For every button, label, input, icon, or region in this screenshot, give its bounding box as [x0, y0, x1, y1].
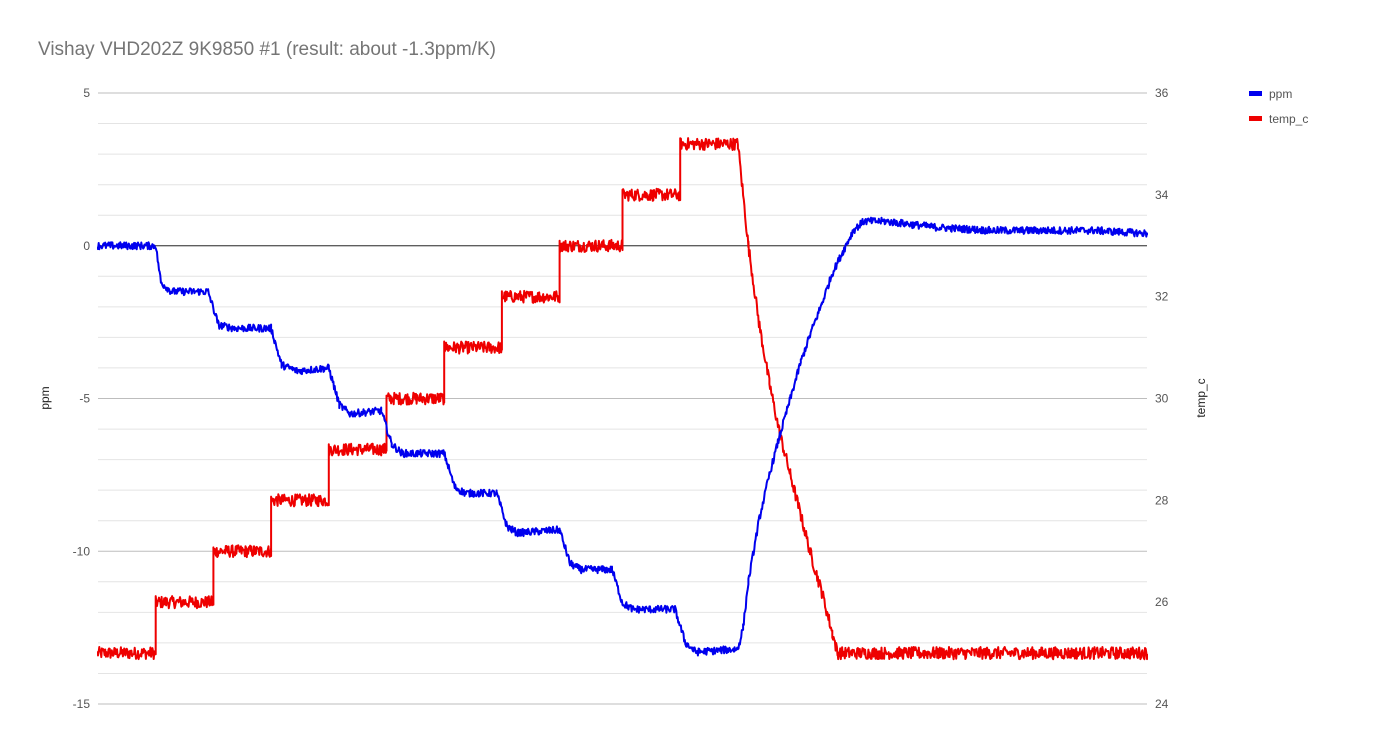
- right-tick-label: 34: [1155, 188, 1169, 202]
- legend: ppm temp_c: [1249, 87, 1308, 126]
- right-tick-label: 32: [1155, 290, 1169, 304]
- left-tick-label: -10: [73, 544, 91, 558]
- grid: [98, 92, 1147, 705]
- legend-swatch-ppm: [1249, 91, 1262, 96]
- left-tick-label: 0: [83, 239, 90, 253]
- right-tick-label: 26: [1155, 595, 1169, 609]
- legend-label-temp_c: temp_c: [1269, 112, 1308, 126]
- series-layer: [97, 137, 1148, 661]
- right-tick-label: 30: [1155, 392, 1169, 406]
- left-axis-ticks: 5 0 -5 -10 -15: [73, 86, 91, 711]
- right-tick-label: 36: [1155, 86, 1169, 100]
- left-axis-label: ppm: [38, 386, 52, 409]
- series-line-ppm: [97, 216, 1148, 657]
- left-tick-label: 5: [83, 86, 90, 100]
- right-tick-label: 24: [1155, 697, 1169, 711]
- legend-label-ppm: ppm: [1269, 87, 1292, 101]
- chart-title: Vishay VHD202Z 9K9850 #1 (result: about …: [38, 39, 496, 60]
- right-tick-label: 28: [1155, 493, 1169, 507]
- legend-swatch-temp_c: [1249, 116, 1262, 121]
- left-tick-label: -5: [79, 392, 90, 406]
- right-axis-label: temp_c: [1194, 378, 1208, 417]
- right-axis-ticks: 36 34 32 30 28 26 24: [1155, 86, 1169, 711]
- left-tick-label: -15: [73, 697, 91, 711]
- series-line-temp_c: [97, 137, 1148, 661]
